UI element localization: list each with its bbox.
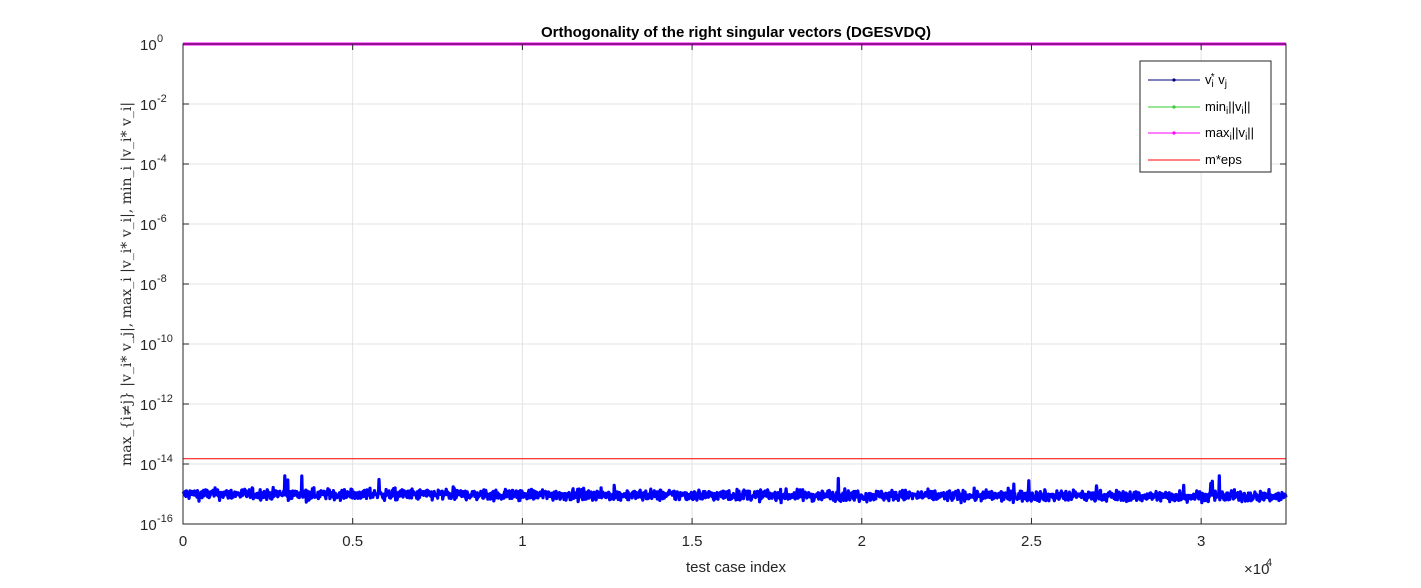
x-tick-label: 2 — [858, 533, 866, 550]
axes-frame — [182, 43, 1287, 525]
y-tick-label: 10 -2 — [140, 93, 167, 114]
y-tick-label: 10 0 — [140, 33, 163, 54]
legend-item: m*eps — [1148, 152, 1242, 167]
x-tick-label: 0.5 — [342, 533, 363, 550]
legend-item: mini||vi|| — [1148, 99, 1250, 117]
legend-label: mini||vi|| — [1205, 99, 1250, 117]
legend-label: m*eps — [1205, 152, 1242, 167]
y-tick-exponent: -2 — [157, 93, 167, 105]
y-tick-exponent: -8 — [157, 273, 167, 285]
y-tick-base: 10 — [140, 457, 157, 474]
y-tick-base: 10 — [140, 37, 157, 54]
x-tick-label: 0 — [179, 533, 187, 550]
y-tick-base: 10 — [140, 217, 157, 234]
legend-marker — [1172, 105, 1176, 109]
legend: vi* vj mini||vi|| maxi||vi|| m*eps — [1139, 60, 1272, 173]
y-tick-label: 10 -6 — [140, 213, 167, 234]
legend-label: vi* vj — [1205, 72, 1227, 90]
y-tick-label: 10 -12 — [140, 393, 173, 414]
legend-marker — [1172, 78, 1176, 82]
x-tick-label: 1 — [518, 533, 526, 550]
y-tick-base: 10 — [140, 157, 157, 174]
chart-title: Orthogonality of the right singular vect… — [541, 24, 931, 41]
y-tick-exponent: -12 — [157, 393, 173, 405]
y-axis-label: max_{i≠j} |v_i* v_j|, max_i |v_i* v_i|, … — [119, 102, 135, 466]
y-tick-exponent: -14 — [157, 453, 173, 465]
x-axis-multiplier: ×10 4 — [1244, 557, 1272, 578]
y-tick-exponent: 0 — [157, 33, 163, 45]
y-tick-exponent: -16 — [157, 513, 173, 525]
x-multiplier-base: ×10 — [1244, 561, 1269, 578]
legend-marker — [1172, 131, 1176, 135]
x-tick-label: 1.5 — [682, 533, 703, 550]
y-tick-base: 10 — [140, 277, 157, 294]
x-tick-label: 2.5 — [1021, 533, 1042, 550]
y-tick-label: 10 -14 — [140, 453, 173, 474]
y-tick-exponent: -6 — [157, 213, 167, 225]
legend-item: vi* vj — [1148, 72, 1227, 90]
x-multiplier-exponent: 4 — [1266, 557, 1272, 569]
y-tick-label: 10 -8 — [140, 273, 167, 294]
x-tick-labels: 0 0.5 1 1.5 2 2.5 3 — [179, 533, 1205, 550]
y-tick-base: 10 — [140, 97, 157, 114]
y-tick-base: 10 — [140, 397, 157, 414]
y-tick-base: 10 — [140, 337, 157, 354]
y-tick-exponent: -4 — [157, 153, 167, 165]
y-tick-label: 10 -16 — [140, 513, 173, 534]
x-tick-label: 3 — [1197, 533, 1205, 550]
y-tick-exponent: -10 — [157, 333, 173, 345]
legend-item: maxi||vi|| — [1148, 125, 1254, 143]
y-tick-base: 10 — [140, 517, 157, 534]
legend-label: maxi||vi|| — [1205, 125, 1254, 143]
y-tick-label: 10 -10 — [140, 333, 173, 354]
y-tick-label: 10 -4 — [140, 153, 167, 174]
series-line-vi-vj — [181, 474, 1288, 505]
x-axis-label: test case index — [686, 559, 787, 576]
